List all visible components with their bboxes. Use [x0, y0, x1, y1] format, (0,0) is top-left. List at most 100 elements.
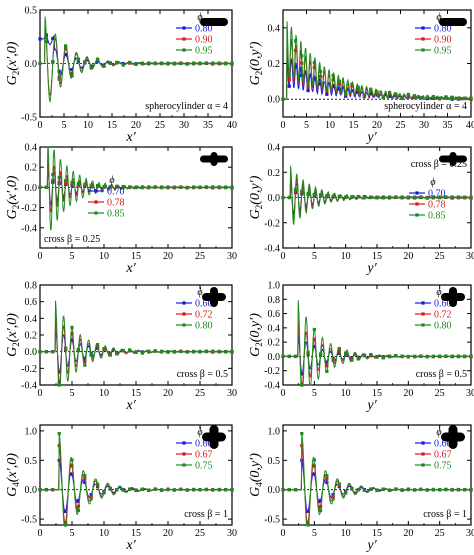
- series-marker-0.85: [331, 194, 335, 198]
- x-tick-label: 25: [435, 528, 445, 539]
- x-tick-label: 15: [107, 120, 117, 131]
- series-marker-0.95: [444, 95, 448, 99]
- y-tick-label: -0.2: [21, 203, 37, 214]
- series-marker-0.72: [57, 380, 61, 384]
- x-tick-label: 5: [70, 251, 75, 262]
- series-marker-0.95: [375, 90, 379, 94]
- series-marker-0.80: [140, 351, 144, 355]
- y-tick-label: 0.5: [268, 456, 281, 467]
- series-marker-0.60: [306, 509, 310, 514]
- series-marker-0.80: [70, 325, 74, 329]
- panel-p7: 0 5 10 15 20 25 30 -0.5 0.0 0.5 1.0 x′ G4(x′,0) ϕ0.60…: [5, 424, 237, 553]
- series-marker-0.95: [293, 39, 298, 43]
- series-marker-0.75: [179, 487, 183, 492]
- y-tick-label: 1.0: [268, 426, 281, 437]
- y-axis-label-main: G: [5, 75, 20, 85]
- cross-bar-v: [449, 152, 457, 166]
- series-marker-0.95: [108, 61, 112, 65]
- series-marker-0.95: [179, 61, 183, 66]
- series-marker-0.72: [325, 364, 329, 368]
- y-axis-label-args: (x′,0): [5, 313, 20, 342]
- y-axis-label-main: G: [5, 487, 20, 497]
- legend-marker: [94, 200, 98, 204]
- legend-marker: [182, 323, 186, 327]
- series-marker-0.75: [381, 487, 385, 491]
- series-marker-0.95: [325, 88, 329, 92]
- legend: ϕ0.800.900.95: [176, 12, 213, 57]
- x-tick-label: 40: [466, 120, 474, 131]
- legend-title: ϕ: [430, 177, 435, 188]
- panel-annotation: cross β = 1: [423, 509, 467, 520]
- series-marker-0.95: [153, 61, 157, 66]
- series-marker-0.85: [96, 183, 100, 188]
- legend: ϕ0.600.720.80: [176, 287, 213, 332]
- x-tick-label: 5: [304, 120, 309, 131]
- series-marker-0.80: [57, 69, 61, 73]
- y-axis-label: G4(x′,0): [5, 453, 21, 497]
- series-marker-0.85: [51, 173, 55, 177]
- x-tick-label: 10: [83, 120, 93, 131]
- series-marker-0.95: [369, 87, 373, 91]
- series-marker-0.85: [38, 185, 42, 189]
- panel-annotation: cross β = 0.25: [411, 159, 467, 170]
- legend-label: 0.60: [434, 439, 452, 450]
- y-axis-label-main: G: [248, 209, 263, 219]
- panel-p2: 0 5 10 15 20 25 30 35 40 0.0 0.2 0.4 y′ G2(0,y′) ϕ0.80…: [248, 9, 474, 145]
- series-marker-0.75: [192, 487, 196, 491]
- series-marker-0.95: [76, 57, 80, 61]
- series-marker-0.95: [287, 73, 291, 77]
- series-marker-0.85: [160, 185, 164, 189]
- series-marker-0.95: [128, 60, 132, 65]
- series-marker-0.80: [381, 356, 385, 360]
- series-marker-0.85: [134, 185, 138, 189]
- legend-label: 0.90: [434, 35, 452, 46]
- x-tick-label: 20: [372, 120, 382, 131]
- y-tick-label: -0.5: [264, 515, 280, 526]
- series-marker-0.60: [70, 472, 74, 476]
- x-tick-label: 30: [466, 528, 474, 539]
- series-marker-0.85: [394, 195, 398, 199]
- series-marker-0.75: [147, 488, 151, 492]
- series-marker-0.80: [369, 92, 373, 96]
- y-tick-label: 0.5: [25, 6, 38, 17]
- series-marker-0.85: [456, 195, 461, 199]
- series-marker-0.80: [89, 353, 93, 357]
- y-axis-label-args: (0,y′): [248, 175, 263, 204]
- series-marker-0.75: [102, 491, 106, 495]
- series-marker-0.75: [350, 486, 354, 491]
- series-marker-0.80: [102, 347, 106, 351]
- legend-marker: [421, 26, 425, 30]
- series-marker-0.75: [70, 458, 74, 462]
- legend-marker: [182, 312, 186, 316]
- x-tick-label: 10: [341, 528, 351, 539]
- y-tick-label: 0.6: [25, 297, 38, 308]
- series-marker-0.85: [204, 185, 208, 189]
- y-tick-label: 0.4: [25, 143, 38, 154]
- x-tick-label: 35: [203, 120, 213, 131]
- series-marker-0.85: [147, 185, 151, 189]
- series-marker-0.85: [325, 194, 329, 198]
- series-marker-0.75: [463, 488, 467, 492]
- cross-icon: [202, 425, 226, 449]
- series-marker-0.75: [356, 488, 360, 492]
- series-marker-0.95: [356, 85, 360, 89]
- series-marker-0.60: [76, 499, 80, 503]
- series-marker-0.85: [337, 194, 341, 198]
- series-marker-0.80: [230, 349, 234, 354]
- series-marker-0.85: [387, 195, 392, 199]
- series-marker-0.95: [463, 96, 467, 101]
- series-marker-0.90: [287, 77, 291, 82]
- legend-label: 0.72: [434, 310, 452, 321]
- x-tick-label: 20: [163, 251, 173, 262]
- x-tick-label: 5: [312, 251, 317, 262]
- x-tick-label: 25: [195, 388, 205, 399]
- cross-bar-v: [449, 287, 457, 307]
- x-tick-label: 25: [396, 120, 406, 131]
- series-marker-0.80: [134, 350, 138, 354]
- x-tick-label: 5: [70, 528, 75, 539]
- y-tick-label: 0.2: [25, 163, 38, 174]
- x-tick-label: 10: [99, 528, 109, 539]
- series-marker-0.95: [185, 62, 189, 66]
- series-marker-0.95: [319, 69, 323, 74]
- series-marker-0.85: [108, 185, 112, 189]
